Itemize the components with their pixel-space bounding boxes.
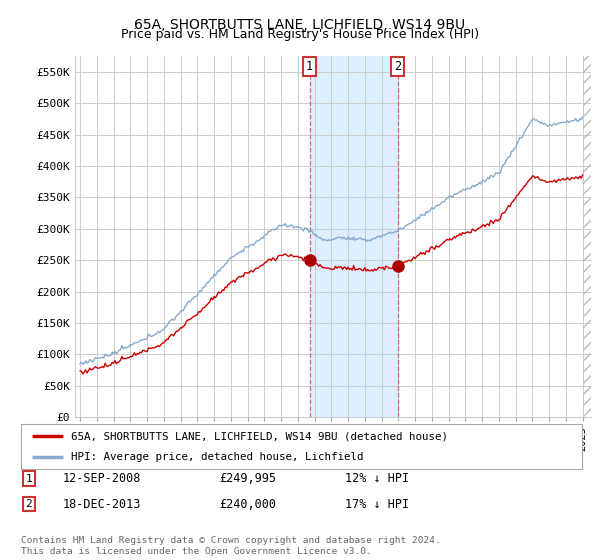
Text: 65A, SHORTBUTTS LANE, LICHFIELD, WS14 9BU: 65A, SHORTBUTTS LANE, LICHFIELD, WS14 9B… xyxy=(134,18,466,32)
Text: 1: 1 xyxy=(306,60,313,73)
Text: 65A, SHORTBUTTS LANE, LICHFIELD, WS14 9BU (detached house): 65A, SHORTBUTTS LANE, LICHFIELD, WS14 9B… xyxy=(71,431,448,441)
Text: 2: 2 xyxy=(25,499,32,509)
Text: £240,000: £240,000 xyxy=(219,497,276,511)
Text: 12-SEP-2008: 12-SEP-2008 xyxy=(63,472,142,486)
Text: HPI: Average price, detached house, Lichfield: HPI: Average price, detached house, Lich… xyxy=(71,451,364,461)
Text: 18-DEC-2013: 18-DEC-2013 xyxy=(63,497,142,511)
Text: Contains HM Land Registry data © Crown copyright and database right 2024.
This d: Contains HM Land Registry data © Crown c… xyxy=(21,536,441,556)
Text: 12% ↓ HPI: 12% ↓ HPI xyxy=(345,472,409,486)
Text: 2: 2 xyxy=(394,60,401,73)
Text: 1: 1 xyxy=(25,474,32,484)
Text: £249,995: £249,995 xyxy=(219,472,276,486)
Bar xyxy=(583,56,591,417)
Text: Price paid vs. HM Land Registry's House Price Index (HPI): Price paid vs. HM Land Registry's House … xyxy=(121,28,479,41)
Text: 17% ↓ HPI: 17% ↓ HPI xyxy=(345,497,409,511)
Bar xyxy=(310,56,398,417)
Bar xyxy=(583,56,591,417)
